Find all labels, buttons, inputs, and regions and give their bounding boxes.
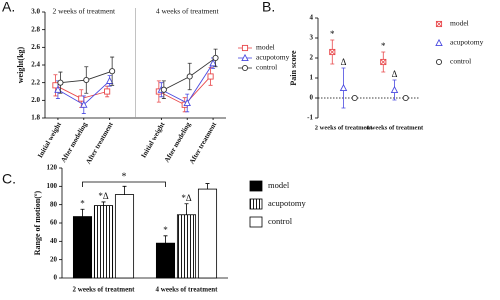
marker (54, 85, 62, 93)
marker (207, 73, 214, 80)
legend-marker (241, 44, 249, 52)
annotation: * (381, 41, 386, 51)
legend-marker (435, 58, 443, 66)
x-tick-label: After modeling (59, 120, 89, 164)
y-tick-label: 2.0 (31, 96, 40, 104)
x-tick-label: 4 weeks of treatment (156, 286, 219, 294)
y-tick-label: 80 (50, 200, 58, 208)
x-tick-label: Initial weight (36, 120, 63, 159)
annotation: * (330, 29, 335, 39)
legend-marker (241, 64, 249, 72)
marker (186, 73, 193, 80)
y-axis-label: Pain score (289, 50, 298, 86)
bar (72, 216, 93, 279)
annotation: Δ (341, 57, 347, 67)
marker (351, 94, 358, 102)
legend-label: acupotomy (256, 53, 290, 62)
marker (183, 98, 191, 107)
legend-swatch (249, 198, 263, 210)
y-tick-label: 4 (310, 14, 314, 22)
y-tick-label: 3.0 (31, 8, 40, 16)
marker-cross (329, 49, 336, 55)
panel-label: B. (262, 0, 275, 15)
y-tick-label: 2 (310, 54, 314, 62)
bar (176, 214, 197, 279)
legend-label: acupotomy (268, 198, 307, 208)
bar (155, 242, 176, 279)
y-axis-label: weight(kg) (16, 46, 25, 83)
group-label: 2 weeks of treatment (52, 7, 116, 16)
x-tick-label: 2 weeks of treatment (73, 286, 136, 294)
marker (104, 88, 111, 95)
y-tick-label: 2.4 (31, 61, 40, 69)
legend-swatch (249, 180, 263, 192)
y-tick-label: 0 (54, 274, 58, 282)
x-tick-label: Initial weight (140, 120, 167, 159)
annotation: *Δ (181, 193, 192, 203)
series-line (60, 57, 216, 91)
legend-label: acupotomy (450, 38, 484, 47)
marker-cross (380, 59, 387, 65)
marker (212, 54, 219, 61)
x-tick-label: After modeling (163, 120, 193, 164)
legend-label: model (268, 180, 290, 190)
y-tick-label: 120 (47, 164, 58, 172)
x-tick-label: After treatment (188, 120, 219, 165)
marker (80, 100, 88, 108)
marker (390, 85, 399, 94)
legend-label: model (256, 43, 275, 52)
marker (402, 94, 409, 102)
y-tick-label: 40 (50, 237, 58, 245)
marker (339, 83, 348, 92)
y-tick-label: 20 (50, 255, 58, 263)
marker (57, 79, 64, 86)
marker (78, 95, 85, 102)
bracket-label: * (122, 171, 127, 182)
y-tick-label: 2.2 (31, 78, 40, 86)
y-tick-label: 2.8 (31, 25, 40, 33)
marker (209, 59, 217, 67)
x-tick-label: 4 weeks of treatment (366, 124, 424, 131)
legend-marker (241, 53, 249, 62)
annotation: Δ (392, 69, 398, 79)
y-tick-label: 1 (310, 74, 314, 82)
marker (83, 76, 90, 84)
annotation: * (80, 198, 85, 208)
y-tick-label: 1.8 (31, 114, 40, 122)
annotation: * (163, 225, 168, 235)
y-tick-label: 2.6 (31, 43, 40, 51)
legend-label: model (450, 19, 469, 28)
legend-marker (435, 38, 443, 47)
x-tick-label: After treatment (84, 120, 115, 165)
annotation: *Δ (98, 191, 109, 201)
bar (93, 205, 114, 279)
legend-label: control (256, 63, 277, 72)
marker (105, 76, 114, 84)
bracket (82, 181, 166, 187)
y-tick-label: -1 (307, 114, 313, 122)
legend-swatch (249, 216, 263, 228)
panel-label: A. (2, 0, 15, 15)
y-tick-label: 60 (50, 219, 58, 227)
y-tick-label: 100 (47, 182, 58, 190)
panel-label: C. (2, 171, 16, 187)
y-axis-label: Range of motion(º) (33, 190, 42, 255)
bar (114, 194, 135, 279)
y-tick-label: 0 (310, 94, 314, 102)
legend-marker-cross (436, 21, 442, 27)
marker (109, 68, 116, 75)
x-tick-label: 2 weeks of treatment (315, 124, 373, 131)
group-label: 4 weeks of treatment (156, 7, 220, 16)
legend-label: control (450, 57, 471, 66)
bar (197, 188, 218, 279)
legend-label: control (268, 216, 293, 226)
y-tick-label: 3 (310, 34, 314, 42)
marker (160, 86, 167, 93)
